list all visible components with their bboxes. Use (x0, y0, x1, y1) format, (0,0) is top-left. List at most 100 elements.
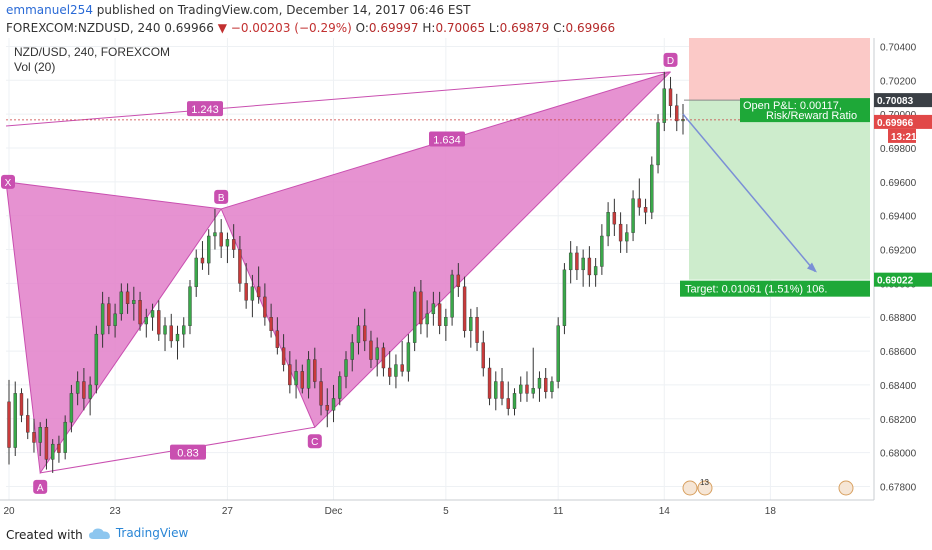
open-pl-text: Open P&L: 0.00117, (743, 100, 842, 112)
price-badge-text: 0.69022 (877, 276, 914, 287)
price-change: ▼ −0.00203 (−0.29%) (217, 21, 352, 35)
position-tool[interactable]: Open P&L: 0.00117, Risk/Reward Ratio Targ… (6, 98, 870, 297)
candle (575, 246, 579, 280)
candle (225, 232, 230, 264)
high-value: 0.70065 (435, 21, 486, 35)
candle (381, 342, 386, 377)
candle (207, 229, 211, 275)
pattern-line-xd (5, 71, 671, 127)
candle-body (637, 198, 642, 208)
pattern-point-badge (663, 52, 678, 67)
low-value: 0.69879 (499, 21, 550, 35)
x-tick-label: 14 (659, 506, 671, 517)
target-box (680, 280, 870, 297)
candle (587, 246, 592, 287)
candle (456, 263, 461, 297)
open-value: 0.69997 (368, 21, 419, 35)
candle-body (487, 367, 492, 399)
candle-body (587, 257, 592, 276)
candle-body (300, 371, 305, 389)
candle (107, 296, 111, 335)
price-badge-text: 0.69966 (877, 118, 914, 129)
candle (250, 274, 255, 318)
candle-body (618, 223, 623, 242)
candle (600, 224, 604, 275)
candle (500, 368, 504, 406)
candle (475, 307, 479, 352)
candle-body (313, 359, 317, 382)
candle (306, 351, 311, 399)
candle-body (263, 296, 267, 318)
candle (506, 381, 510, 416)
ratio-label: 1.243 (191, 104, 219, 116)
candle-body (188, 286, 192, 326)
candle-body (406, 342, 411, 372)
candle (157, 300, 161, 341)
candle (63, 415, 67, 460)
pattern-point-label: B (218, 193, 225, 204)
candle (169, 313, 173, 348)
candle-body (44, 427, 49, 460)
candle-body (344, 359, 348, 377)
candle-body (200, 257, 205, 264)
candle-body (512, 393, 517, 409)
candle-body (207, 235, 211, 264)
time-axis[interactable]: 20 23 27 Dec 5 11 14 18 (0, 499, 874, 517)
tradingview-logo[interactable]: TradingView (88, 526, 188, 541)
candle-body (662, 88, 666, 123)
x-tick-label: 11 (553, 506, 564, 517)
candle (238, 236, 242, 292)
candle (481, 330, 485, 377)
author-link[interactable]: emmanuel254 (6, 3, 93, 17)
candle-body (38, 427, 42, 443)
price-chart[interactable]: 1.243 1.634 0.83 X A B C D Open P&L: 0.00117, R… (0, 38, 932, 520)
candle-body (656, 122, 660, 166)
candle-body (82, 381, 86, 399)
x-tick-label: 18 (765, 506, 777, 517)
tradingview-brand: TradingView (115, 526, 189, 540)
candle-body (456, 274, 461, 287)
candle (38, 422, 42, 456)
candle (363, 308, 367, 352)
candle-body (544, 377, 548, 392)
x-tick-label: Dec (325, 506, 343, 517)
candle (394, 354, 398, 389)
candle (469, 308, 473, 348)
open-pl-box (740, 98, 870, 123)
chart-header: emmanuel254 published on TradingView.com… (0, 0, 932, 38)
event-count: 13 (700, 478, 709, 487)
candle (519, 376, 523, 402)
pattern-point-label: X (5, 178, 12, 189)
price-axis[interactable]: 0.704000.702000.700000.698000.696000.694… (873, 38, 932, 500)
candle (568, 241, 573, 284)
low-label: L: (488, 21, 500, 35)
candle (144, 308, 148, 338)
event-flag-icon (682, 480, 698, 496)
candle-body (356, 325, 361, 343)
candle (387, 351, 392, 385)
candle-body (481, 342, 485, 369)
event-icons[interactable]: 13 (682, 478, 854, 496)
pattern-point-badge (214, 189, 229, 204)
candle-body (650, 164, 654, 213)
candle-body (581, 257, 585, 271)
candle (662, 71, 666, 132)
candle-body (500, 381, 504, 399)
candle-body (219, 232, 223, 247)
candle (356, 317, 361, 355)
candle-body (412, 291, 417, 343)
target-zone (689, 100, 870, 280)
x-tick-label: 23 (110, 506, 122, 517)
candle (313, 347, 317, 389)
candle-body (32, 432, 36, 443)
ratio-label: 0.83 (177, 448, 198, 460)
harmonic-pattern[interactable]: 1.243 1.634 0.83 X A B C D (1, 52, 678, 494)
symbol-label: FOREXCOM:NZDUSD, 240 (6, 21, 161, 35)
price-badge (874, 272, 932, 287)
candle-body (88, 384, 92, 399)
candle-body (69, 393, 74, 423)
candle-body (144, 317, 148, 325)
candle (344, 351, 348, 389)
candle-body (437, 303, 442, 326)
candle (125, 283, 130, 314)
